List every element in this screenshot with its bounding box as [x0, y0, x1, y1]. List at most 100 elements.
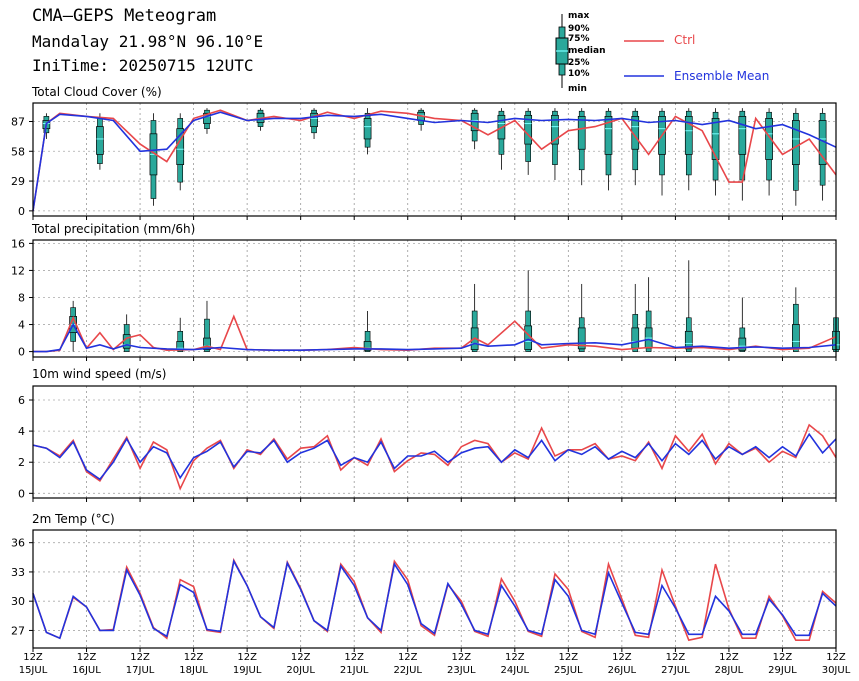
box-outer	[204, 318, 210, 352]
x-label-hour: 12Z	[23, 652, 43, 663]
legend-box-label: min	[568, 84, 587, 94]
x-label-date: 24JUL	[501, 665, 530, 676]
legend: max 90%75% median 25%10% min	[555, 11, 664, 94]
panel-0: Total Cloud Cover (%) 0 29 58 87	[11, 85, 837, 220]
x-label-date: 29JUL	[768, 665, 797, 676]
y-tick-label: 12	[11, 264, 25, 277]
x-label-date: 27JUL	[661, 665, 690, 676]
y-tick-label: 33	[11, 566, 25, 579]
legend-box-label: median	[568, 46, 606, 56]
x-label-hour: 12Z	[77, 652, 97, 663]
box-inner	[203, 337, 211, 350]
box-inner	[684, 116, 693, 155]
box-inner	[203, 112, 211, 124]
x-label-hour: 12Z	[505, 652, 525, 663]
chart-title: CMA–GEPS Meteogram	[32, 6, 217, 26]
panel-frame	[32, 102, 837, 217]
y-tick-label: 27	[11, 624, 25, 637]
y-tick-label: 58	[11, 145, 25, 158]
box-inner	[604, 116, 613, 155]
mean-line	[32, 111, 837, 212]
legend-box-label: 25%	[568, 58, 590, 68]
box-inner	[684, 330, 693, 350]
x-label-hour: 12Z	[344, 652, 364, 663]
y-tick-label: 8	[18, 291, 25, 304]
ctrl-line	[33, 314, 837, 353]
legend-ctrl-label: Ctrl	[674, 33, 696, 47]
y-tick-label: 6	[18, 394, 25, 407]
legend-mean-label: Ensemble Mean	[674, 69, 770, 83]
x-label-date: 30JUL	[822, 665, 851, 676]
x-label-date: 28JUL	[715, 665, 744, 676]
y-tick-label: 0	[18, 205, 25, 218]
ctrl-line	[32, 423, 837, 491]
panel-1: Total precipitation (mm/6h) 0 4 8 12 16	[11, 222, 840, 361]
box-inner	[791, 120, 800, 165]
legend-box-label: max	[568, 11, 589, 21]
x-label-hour: 12Z	[184, 652, 204, 663]
x-label-date: 23JUL	[447, 665, 476, 676]
x-label-hour: 12Z	[719, 652, 739, 663]
box-inner	[363, 118, 372, 140]
x-label-date: 16JUL	[72, 665, 101, 676]
x-label-date: 15JUL	[19, 665, 48, 676]
panel-frame	[32, 239, 837, 358]
box-inner	[551, 114, 559, 145]
x-label-date: 20JUL	[286, 665, 315, 676]
box-inner	[791, 324, 800, 348]
x-label-date: 17JUL	[126, 665, 155, 676]
y-tick-label: 2	[18, 456, 25, 469]
x-label-hour: 12Z	[451, 652, 471, 663]
mean-line	[32, 432, 837, 481]
x-label-hour: 12Z	[291, 652, 311, 663]
mean-line	[32, 558, 837, 640]
box-inner	[524, 114, 533, 145]
y-tick-label: 30	[11, 595, 25, 608]
legend-box-label: 90%	[568, 24, 590, 34]
box-inner	[96, 126, 104, 155]
box-inner	[363, 341, 372, 351]
x-label-date: 21JUL	[340, 665, 369, 676]
box-inner	[577, 116, 586, 150]
x-label-hour: 12Z	[398, 652, 418, 663]
panel-3: 2m Temp (°C) 27 30 33 36	[11, 512, 837, 652]
x-label-hour: 12Z	[559, 652, 579, 663]
init-time-label: IniTime: 20250715 12UTC	[32, 56, 254, 75]
x-label-hour: 12Z	[612, 652, 632, 663]
y-tick-label: 0	[18, 487, 25, 500]
y-tick-label: 87	[11, 115, 25, 128]
box-inner	[711, 118, 720, 160]
y-tick-label: 16	[11, 237, 25, 250]
y-tick-label: 36	[11, 537, 25, 550]
mean-line	[33, 322, 837, 353]
legend-box-label: 10%	[568, 69, 590, 79]
x-label-date: 26JUL	[608, 665, 637, 676]
location-label: Mandalay 21.98°N 96.10°E	[32, 32, 264, 51]
panel-title: 2m Temp (°C)	[32, 512, 115, 526]
legend-box-label: 75%	[568, 34, 590, 44]
panel-frame	[32, 385, 837, 499]
y-tick-label: 4	[18, 425, 25, 438]
box-inner	[631, 327, 640, 349]
panel-2: 10m wind speed (m/s) 0 2 4 6	[18, 367, 837, 502]
ctrl-line	[32, 557, 837, 642]
x-label-hour: 12Z	[826, 652, 846, 663]
panel-title: Total precipitation (mm/6h)	[31, 222, 195, 236]
x-label-hour: 12Z	[237, 652, 257, 663]
panel-title: Total Cloud Cover (%)	[31, 85, 162, 99]
box-inner	[310, 112, 318, 127]
box-inner	[577, 327, 586, 350]
x-label-hour: 12Z	[130, 652, 150, 663]
box-inner	[738, 116, 747, 155]
y-tick-label: 4	[18, 319, 25, 332]
box-inner	[765, 118, 773, 160]
x-label-date: 18JUL	[179, 665, 208, 676]
x-label-date: 22JUL	[393, 665, 422, 676]
panel-frame	[32, 529, 837, 649]
y-tick-label: 0	[18, 346, 25, 359]
x-label-date: 19JUL	[233, 665, 262, 676]
y-tick-label: 29	[11, 175, 25, 188]
x-label-date: 25JUL	[554, 665, 583, 676]
